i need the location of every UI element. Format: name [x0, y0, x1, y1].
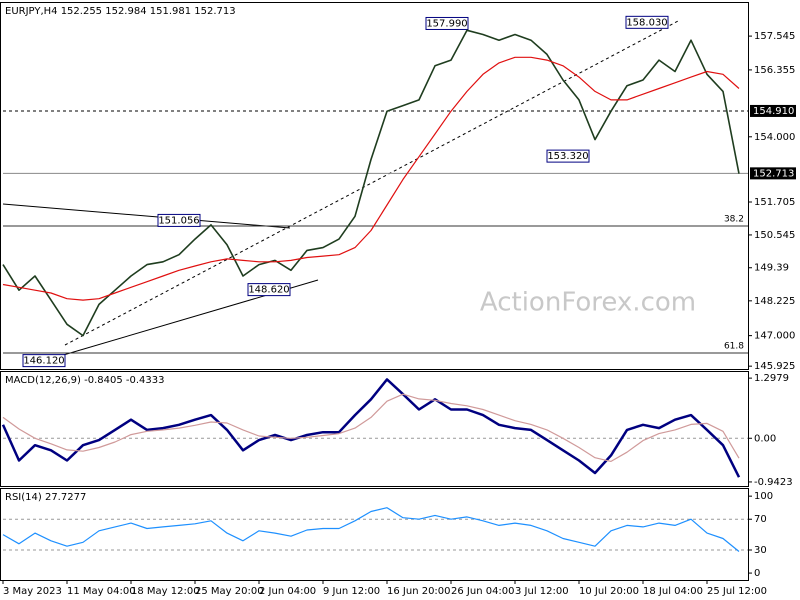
- annotation-box: [546, 149, 590, 163]
- y-tick-label: 1.2979: [754, 373, 789, 384]
- series-line: [2, 29, 740, 337]
- series-line: [2, 393, 740, 462]
- price-box-label: 154.910: [753, 106, 794, 117]
- x-tick-label: 25 Jul 12:00: [707, 586, 767, 597]
- y-tick-label: 151.705: [754, 197, 795, 208]
- panel-title: MACD(12,26,9) -0.8405 -0.4333: [5, 375, 165, 386]
- price-box: [750, 167, 796, 180]
- watermark: ActionForex.com: [480, 288, 696, 318]
- y-tick-label: -0.9423: [754, 477, 793, 488]
- panel-title: RSI(14) 27.7277: [5, 492, 86, 503]
- price-box: [750, 104, 796, 117]
- x-tick-label: 18 May 12:00: [131, 586, 200, 597]
- x-tick-label: 3 Jul 12:00: [515, 586, 569, 597]
- x-tick-label: 25 May 20:00: [195, 586, 264, 597]
- annotation-box: [247, 283, 291, 297]
- y-tick-label: 70: [754, 514, 767, 525]
- y-tick-label: 100: [754, 491, 773, 502]
- x-tick-label: 10 Jul 20:00: [579, 586, 639, 597]
- y-tick-label: 0.00: [754, 433, 776, 444]
- annotation-box: [157, 213, 201, 227]
- fib-label: 61.8: [724, 341, 744, 351]
- y-tick-label: 145.925: [754, 361, 795, 372]
- series-line: [1, 378, 741, 478]
- x-tick-label: 11 May 04:00: [67, 586, 136, 597]
- y-tick-label: 157.545: [754, 31, 795, 42]
- y-tick-label: 156.355: [754, 65, 795, 76]
- y-tick-label: 148.225: [754, 296, 795, 307]
- fib-label: 38.2: [724, 214, 744, 224]
- annotation-label: 158.030: [626, 17, 667, 28]
- annotation-label: 148.620: [248, 285, 289, 296]
- y-tick-label: 147.000: [754, 331, 795, 342]
- annotation-label: 146.120: [23, 356, 64, 367]
- x-tick-label: 2 Jun 04:00: [259, 586, 316, 597]
- y-tick-label: 0: [754, 568, 760, 579]
- y-tick-label: 150.545: [754, 230, 795, 241]
- trend-line: [64, 19, 681, 346]
- x-tick-label: 26 Jun 04:00: [451, 586, 515, 597]
- annotation-box: [625, 15, 669, 29]
- annotation-box: [22, 354, 66, 368]
- x-tick-label: 9 Jun 12:00: [323, 586, 380, 597]
- price-box-label: 152.713: [753, 168, 794, 179]
- y-tick-label: 149.39: [754, 263, 789, 274]
- trend-line: [2, 203, 291, 229]
- annotation-box: [425, 16, 469, 30]
- price-panel-frame: [0, 2, 749, 370]
- annotation-label: 153.320: [547, 151, 588, 162]
- x-tick-label: 18 Jul 04:00: [643, 586, 703, 597]
- y-tick-label: 30: [754, 545, 767, 556]
- chart-title: EURJPY,H4 152.255 152.984 151.981 152.71…: [5, 6, 236, 17]
- macd-panel-frame: [0, 371, 749, 487]
- series-line: [2, 56, 740, 301]
- annotation-label: 157.990: [426, 18, 467, 29]
- x-tick-label: 3 May 2023: [3, 586, 62, 597]
- x-tick-label: 16 Jun 20:00: [387, 586, 451, 597]
- y-tick-label: 154.000: [754, 132, 795, 143]
- series-line: [2, 507, 740, 552]
- rsi-panel-frame: [0, 488, 749, 581]
- annotation-label: 151.056: [158, 215, 199, 226]
